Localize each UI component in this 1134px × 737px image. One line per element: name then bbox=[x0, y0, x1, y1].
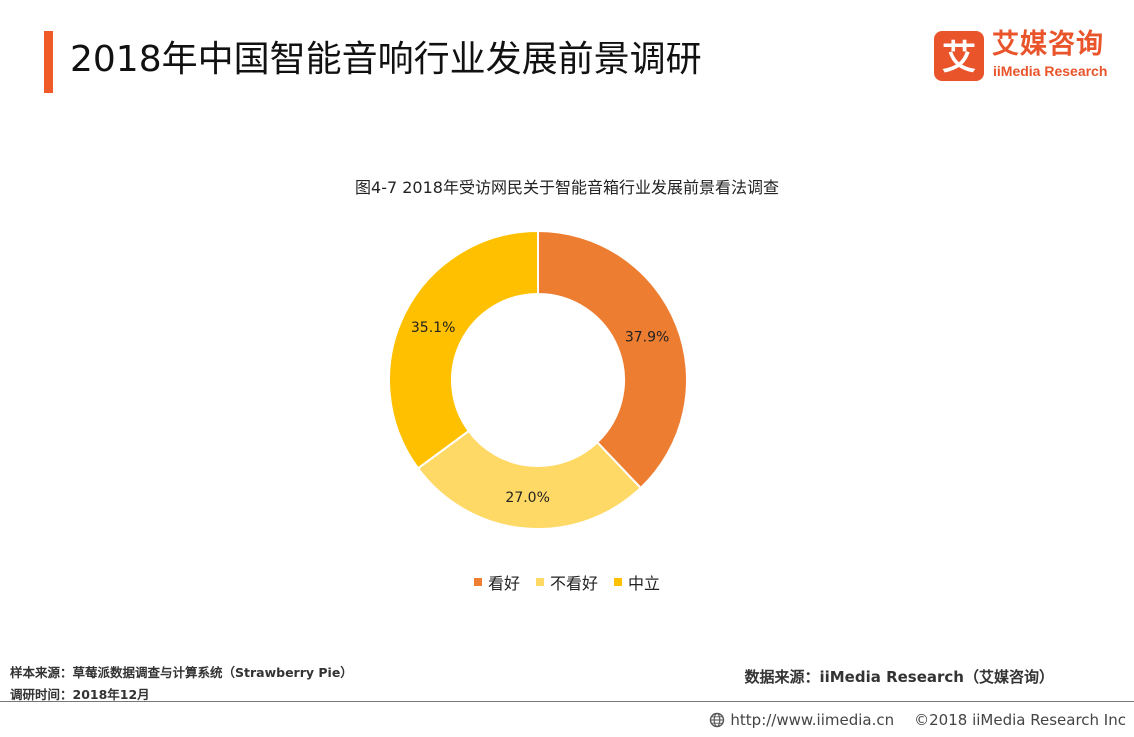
page-title: 2018年中国智能音响行业发展前景调研 bbox=[70, 39, 702, 80]
survey-time: 调研时间：2018年12月 bbox=[10, 687, 150, 702]
legend-label-positive: 看好 bbox=[487, 574, 520, 593]
logo-mark-svg: 艾 bbox=[942, 38, 976, 78]
brand-logo: 艾 艾媒咨询 iiMedia Research bbox=[934, 29, 1114, 85]
legend-label-neutral: 中立 bbox=[628, 574, 661, 593]
legend-swatch-negative bbox=[535, 578, 544, 586]
donut-label-negative: 27.0% bbox=[505, 490, 549, 506]
chart-title: 图4-7 2018年受访网民关于智能音箱行业发展前景看法调查 bbox=[355, 178, 779, 197]
title-accent-bar bbox=[44, 31, 53, 93]
legend-label-negative: 不看好 bbox=[549, 574, 598, 593]
legend-item-neutral: 中立 bbox=[614, 570, 660, 594]
donut-slice-positive bbox=[537, 229, 688, 490]
logo-text-en: iiMedia Research bbox=[993, 63, 1108, 79]
donut-label-positive: 37.9% bbox=[625, 329, 669, 345]
footer-bar: http://www.iimedia.cn ©2018 iiMedia Rese… bbox=[709, 711, 1126, 729]
website-link[interactable]: http://www.iimedia.cn bbox=[709, 711, 894, 729]
sample-info: 样本来源：草莓派数据调查与计算系统（Strawberry Pie） 调研时间：2… bbox=[10, 662, 353, 706]
logo-mark-glyph: 艾 bbox=[942, 38, 976, 78]
legend-item-positive: 看好 bbox=[473, 570, 520, 594]
copyright: ©2018 iiMedia Research Inc bbox=[914, 711, 1126, 729]
globe-icon bbox=[710, 712, 725, 728]
website-url: http://www.iimedia.cn bbox=[730, 711, 895, 729]
footer-divider bbox=[0, 701, 1134, 702]
donut-slice-neutral bbox=[388, 229, 539, 470]
sample-source: 样本来源：草莓派数据调查与计算系统（Strawberry Pie） bbox=[10, 665, 353, 680]
legend-swatch-neutral bbox=[614, 578, 622, 586]
legend-item-negative: 不看好 bbox=[535, 570, 598, 594]
chart-legend: 看好 不看好 中立 bbox=[0, 570, 1134, 594]
data-source: 数据来源：iiMedia Research（艾媒咨询） bbox=[744, 668, 1054, 686]
donut-slice-negative bbox=[416, 429, 643, 530]
logo-text-cn: 艾媒咨询 bbox=[992, 29, 1104, 60]
logo-mark-icon: 艾 bbox=[934, 31, 984, 81]
legend-swatch-positive bbox=[473, 578, 482, 586]
donut-label-neutral: 35.1% bbox=[411, 320, 455, 336]
